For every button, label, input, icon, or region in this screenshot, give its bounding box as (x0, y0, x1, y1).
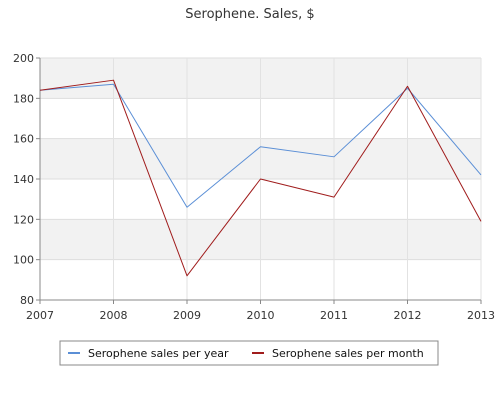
y-tick-label: 120 (13, 213, 34, 226)
legend-box (59, 340, 439, 366)
x-tick-label: 2012 (394, 309, 422, 322)
y-tick-label: 100 (13, 254, 34, 267)
y-tick-label: 180 (13, 92, 34, 105)
y-tick-label: 80 (20, 294, 34, 307)
x-tick-label: 2013 (467, 309, 495, 322)
x-tick-label: 2008 (100, 309, 128, 322)
x-tick-label: 2009 (173, 309, 201, 322)
legend-label-sales-per-year: Serophene sales per year (88, 347, 229, 360)
legend: Serophene sales per year Serophene sales… (59, 340, 439, 366)
series-lines (39, 79, 482, 277)
y-tick-label: 160 (13, 133, 34, 146)
x-tick-label: 2011 (320, 309, 348, 322)
chart-title: Serophene. Sales, $ (185, 7, 314, 22)
x-tick-label: 2007 (26, 309, 54, 322)
x-tick-label: 2010 (247, 309, 275, 322)
series-line-0 (39, 83, 482, 208)
y-axis-ticks: 80 100 120 140 160 180 200 (13, 52, 40, 307)
y-tick-label: 200 (13, 52, 34, 65)
series-line-1 (39, 79, 482, 277)
x-axis-ticks: 2007 2008 2009 2010 2011 2012 2013 (26, 300, 495, 322)
legend-label-sales-per-month: Serophene sales per month (272, 347, 424, 360)
y-tick-label: 140 (13, 173, 34, 186)
